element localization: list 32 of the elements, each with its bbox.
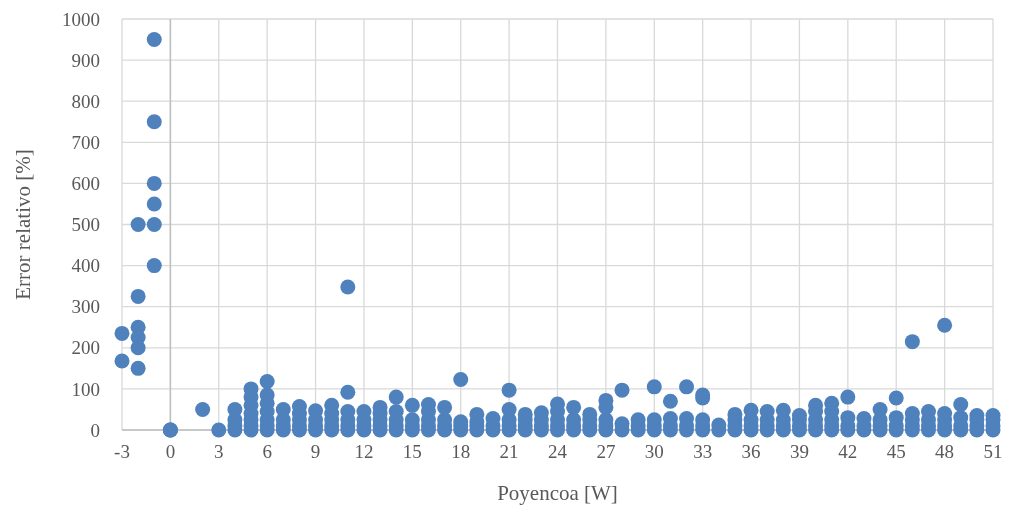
x-tick-label: 51: [983, 441, 1003, 462]
x-tick-label: 0: [165, 441, 176, 462]
x-tick-label: 12: [354, 441, 374, 462]
x-tick-label: 36: [741, 441, 761, 462]
x-tick-label: 3: [214, 441, 224, 462]
x-axis-title: Poyencoa [W]: [497, 481, 618, 505]
y-tick-label: 800: [71, 90, 100, 112]
x-tick-label: 33: [693, 441, 713, 462]
x-tick-label: 27: [596, 441, 616, 462]
y-tick-label: 300: [71, 296, 100, 318]
x-tick-label: 30: [644, 441, 664, 462]
y-tick-label: 200: [71, 337, 100, 359]
x-tick-label: 15: [402, 441, 422, 462]
y-tick-label: 100: [71, 378, 100, 400]
x-tick-label: 42: [838, 441, 858, 462]
x-tick-label: 39: [789, 441, 809, 462]
x-tick-label: 48: [935, 441, 955, 462]
y-tick-label: 600: [71, 173, 100, 195]
x-tick-label: 21: [499, 441, 519, 462]
x-tick-label: -3: [114, 441, 130, 462]
y-tick-label: 0: [90, 419, 100, 441]
y-tick-label: 1000: [62, 8, 100, 30]
y-axis-title: Error relativo [%]: [11, 149, 35, 300]
y-tick-label: 900: [71, 49, 100, 71]
y-tick-label: 400: [71, 255, 100, 277]
x-tick-label: 45: [886, 441, 906, 462]
y-tick-label: 700: [71, 131, 100, 153]
x-tick-label: 18: [451, 441, 471, 462]
x-tick-label: 24: [548, 441, 568, 462]
x-tick-label: 6: [262, 441, 272, 462]
x-tick-label: 9: [310, 441, 321, 462]
y-tick-label: 500: [71, 214, 100, 236]
